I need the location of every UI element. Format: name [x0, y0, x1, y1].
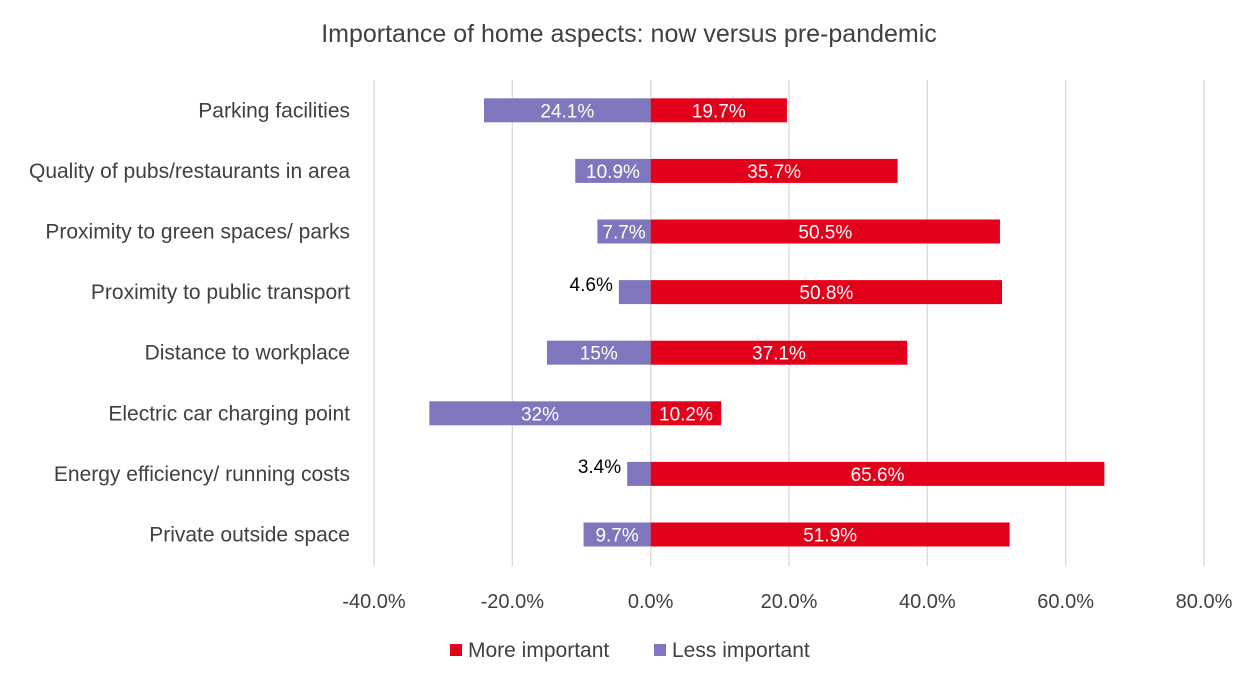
category-label-quality-of-pubs-restaurants-in-area: Quality of pubs/restaurants in area [29, 160, 350, 183]
data-label-more-important: 35.7% [747, 162, 801, 183]
category-label-parking-facilities: Parking facilities [198, 99, 350, 122]
bar-more-important [650, 522, 1010, 547]
data-label-less-important: 24.1% [540, 101, 594, 122]
x-tick-label: 40.0% [899, 591, 956, 613]
data-label-less-important: 10.9% [586, 162, 640, 183]
bar-less-important [583, 522, 651, 547]
data-label-more-important: 50.5% [798, 223, 852, 244]
category-label-proximity-to-public-transport: Proximity to public transport [91, 281, 350, 304]
gridlines [373, 80, 1205, 566]
bar-more-important [650, 98, 787, 123]
x-tick-label: 0.0% [628, 591, 674, 613]
legend-swatch-more-important [450, 644, 462, 656]
category-label-distance-to-workplace: Distance to workplace [145, 342, 350, 365]
bar-less-important [575, 158, 651, 183]
category-label-energy-efficiency-running-costs: Energy efficiency/ running costs [54, 463, 350, 486]
data-label-more-important: 50.8% [799, 283, 853, 304]
category-label-electric-car-charging-point: Electric car charging point [108, 402, 350, 425]
bar-less-important [546, 340, 651, 365]
data-label-less-important: 4.6% [570, 275, 613, 296]
bar-less-important [483, 98, 651, 123]
x-tick-label: -20.0% [481, 591, 545, 613]
x-tick-label: -40.0% [342, 591, 406, 613]
category-labels: Parking facilities Quality of pubs/restau… [29, 99, 350, 546]
legend: More important Less important [450, 639, 810, 662]
legend-label-more-important: More important [468, 639, 609, 662]
category-label-proximity-to-green-spaces-parks: Proximity to green spaces/ parks [45, 221, 350, 244]
data-label-less-important: 9.7% [595, 526, 638, 547]
data-label-less-important: 15% [580, 344, 618, 365]
x-tick-label: 80.0% [1176, 591, 1233, 613]
bar-more-important [650, 219, 1000, 244]
data-label-more-important: 10.2% [659, 404, 713, 425]
bar-more-important [650, 340, 908, 365]
category-label-private-outside-space: Private outside space [149, 524, 350, 547]
data-label-more-important: 65.6% [851, 465, 905, 486]
bar-less-important [627, 461, 651, 486]
data-label-less-important: 32% [521, 404, 559, 425]
bar-less-important [597, 219, 651, 244]
data-label-more-important: 19.7% [692, 101, 746, 122]
x-tick-label: 20.0% [761, 591, 818, 613]
x-tick-label: 60.0% [1037, 591, 1094, 613]
chart-title: Importance of home aspects: now versus p… [321, 20, 937, 48]
data-label-more-important: 37.1% [752, 344, 806, 365]
bars: 24.1% 19.7% 10.9% 35.7% 7.7% 50.5% 4.6% 50.8% 15… [429, 98, 1105, 547]
bar-more-important [650, 280, 1003, 305]
legend-swatch-less-important [654, 644, 666, 656]
bar-more-important [650, 461, 1105, 486]
legend-label-less-important: Less important [672, 639, 810, 662]
bar-less-important [618, 280, 651, 305]
bar-less-important [429, 401, 651, 426]
data-label-less-important: 3.4% [578, 457, 621, 478]
x-axis-tick-labels: -40.0% -20.0% 0.0% 20.0% 40.0% 60.0% 80.0% [342, 591, 1232, 613]
bar-more-important [650, 158, 898, 183]
data-label-less-important: 7.7% [602, 223, 645, 244]
bar-more-important [650, 401, 722, 426]
data-label-more-important: 51.9% [803, 526, 857, 547]
